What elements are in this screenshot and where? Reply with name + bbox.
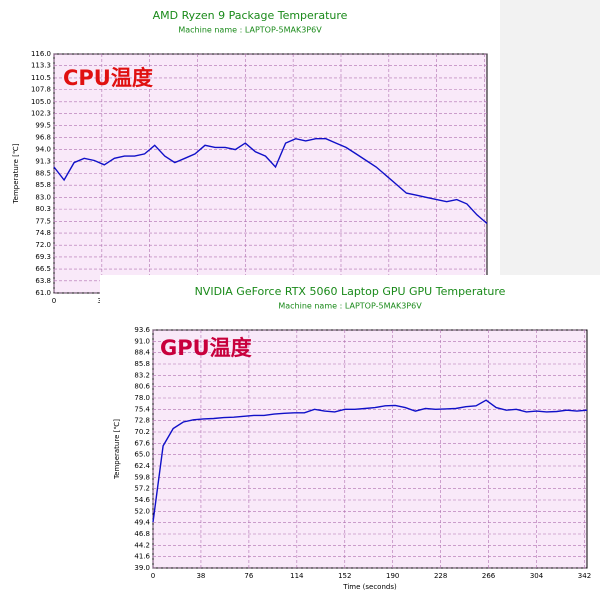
y-tick-label: 65.0 bbox=[134, 451, 150, 459]
data-line bbox=[152, 399, 588, 523]
y-tick-label: 74.8 bbox=[35, 229, 51, 237]
y-tick-label: 110.5 bbox=[31, 74, 51, 82]
y-tick-label: 57.2 bbox=[134, 485, 150, 493]
y-tick-label: 78.0 bbox=[134, 394, 150, 402]
y-tick-label: 80.3 bbox=[35, 205, 51, 213]
y-tick-label: 83.0 bbox=[35, 193, 51, 201]
chart-title: NVIDIA GeForce RTX 5060 Laptop GPU GPU T… bbox=[195, 285, 506, 298]
y-tick-label: 66.5 bbox=[35, 265, 51, 273]
x-tick-label: 190 bbox=[386, 572, 399, 580]
x-tick-label: 38 bbox=[196, 572, 205, 580]
x-tick-label: 266 bbox=[482, 572, 496, 580]
y-tick-label: 49.4 bbox=[134, 519, 150, 527]
y-tick-label: 83.2 bbox=[134, 371, 150, 379]
chart-subtitle: Machine name : LAPTOP-5MAK3P6V bbox=[278, 302, 422, 311]
x-tick-label: 152 bbox=[338, 572, 351, 580]
annotation: CPU温度 bbox=[63, 66, 153, 90]
y-tick-label: 88.4 bbox=[134, 349, 150, 357]
y-tick-label: 61.0 bbox=[35, 289, 51, 297]
y-axis-label: Temperature [℃] bbox=[113, 419, 121, 480]
y-tick-label: 94.0 bbox=[35, 146, 51, 154]
y-tick-label: 96.8 bbox=[35, 133, 51, 141]
y-tick-label: 116.0 bbox=[31, 50, 51, 58]
x-tick-label: 0 bbox=[52, 297, 56, 305]
y-tick-label: 93.6 bbox=[134, 326, 150, 334]
y-tick-label: 107.8 bbox=[31, 86, 51, 94]
y-tick-label: 80.6 bbox=[134, 383, 150, 391]
y-tick-label: 67.6 bbox=[134, 439, 150, 447]
y-tick-label: 113.3 bbox=[31, 62, 51, 70]
y-tick-label: 85.8 bbox=[35, 181, 51, 189]
y-tick-label: 75.4 bbox=[134, 405, 150, 413]
y-tick-label: 54.6 bbox=[134, 496, 150, 504]
chart-title: AMD Ryzen 9 Package Temperature bbox=[153, 9, 348, 22]
y-tick-label: 46.8 bbox=[134, 530, 150, 538]
y-tick-label: 102.3 bbox=[31, 110, 51, 118]
x-tick-label: 304 bbox=[530, 572, 544, 580]
y-axis-label: Temperature [℃] bbox=[12, 143, 20, 204]
y-tick-label: 85.8 bbox=[134, 360, 150, 368]
x-tick-label: 342 bbox=[578, 572, 591, 580]
y-tick-label: 91.0 bbox=[134, 337, 150, 345]
y-tick-label: 62.4 bbox=[134, 462, 150, 470]
y-tick-label: 59.8 bbox=[134, 473, 150, 481]
data-line bbox=[53, 137, 488, 225]
chart-panel: NVIDIA GeForce RTX 5060 Laptop GPU GPU T… bbox=[100, 275, 600, 610]
x-tick-label: 0 bbox=[151, 572, 155, 580]
annotation: GPU温度 bbox=[160, 336, 252, 360]
y-tick-label: 63.8 bbox=[35, 277, 51, 285]
y-tick-label: 52.0 bbox=[134, 507, 150, 515]
y-tick-label: 99.5 bbox=[35, 122, 51, 130]
y-tick-label: 72.8 bbox=[134, 417, 150, 425]
chart-subtitle: Machine name : LAPTOP-5MAK3P6V bbox=[178, 26, 322, 35]
x-tick-label: 114 bbox=[290, 572, 304, 580]
y-tick-label: 91.3 bbox=[35, 157, 51, 165]
y-tick-label: 39.0 bbox=[134, 564, 150, 572]
y-tick-label: 88.5 bbox=[35, 170, 51, 178]
plot-area bbox=[152, 329, 588, 569]
x-axis-label: Time (seconds) bbox=[342, 583, 397, 591]
y-tick-label: 70.2 bbox=[134, 428, 150, 436]
y-tick-label: 41.6 bbox=[134, 553, 150, 561]
x-tick-label: 228 bbox=[434, 572, 447, 580]
y-tick-label: 77.5 bbox=[35, 217, 51, 225]
x-tick-label: 76 bbox=[244, 572, 253, 580]
y-tick-label: 105.0 bbox=[31, 98, 51, 106]
y-tick-label: 72.0 bbox=[35, 241, 51, 249]
backdrop bbox=[500, 0, 600, 275]
y-tick-label: 44.2 bbox=[134, 541, 150, 549]
y-tick-label: 69.3 bbox=[35, 253, 51, 261]
